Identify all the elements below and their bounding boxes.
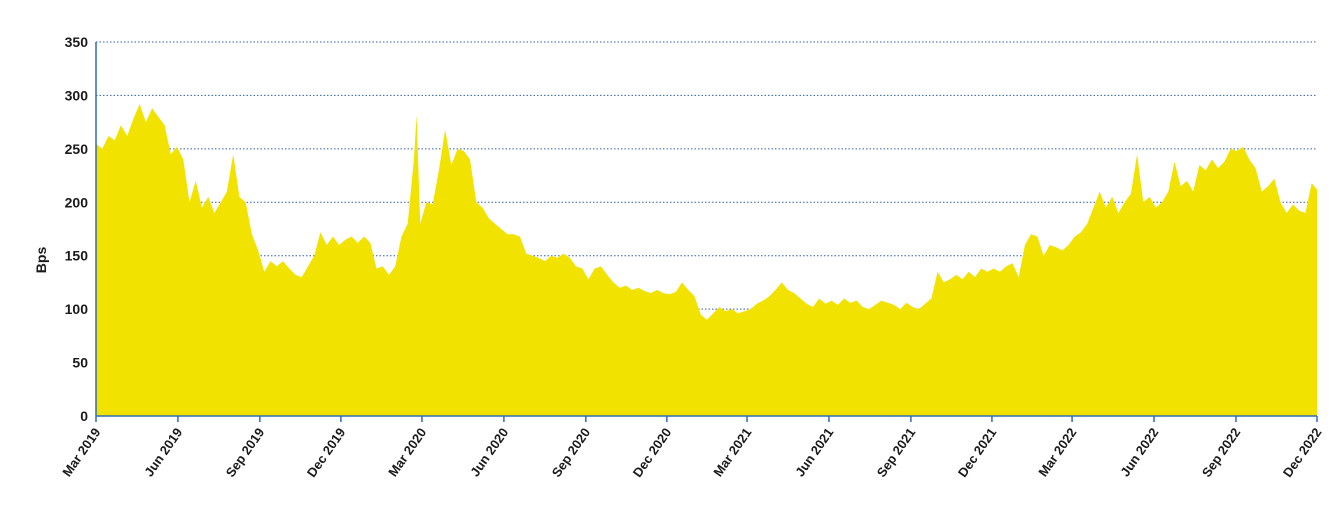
x-tick-label: Dec 2021 (955, 425, 1000, 480)
x-tick-label: Sep 2021 (874, 425, 919, 480)
x-tick-label: Jun 2020 (467, 425, 511, 479)
y-tick-label: 50 (72, 355, 88, 371)
y-tick-label: 350 (65, 34, 89, 50)
y-axis-title: Bps (33, 247, 49, 274)
area-series (96, 104, 1317, 416)
x-tick-labels: Mar 2019 Jun 2019 Sep 2019 Dec 2019 Mar 2020… (59, 425, 1324, 480)
x-tick-label: Dec 2022 (1280, 425, 1325, 480)
x-tick-label: Sep 2020 (549, 425, 594, 480)
x-tick-label: Jun 2022 (1117, 425, 1161, 479)
y-tick-label: 250 (65, 141, 89, 157)
x-tick-label: Mar 2019 (59, 425, 103, 479)
area-fill (96, 104, 1317, 416)
x-tick-label: Mar 2020 (385, 425, 429, 479)
y-tick-label: 0 (80, 408, 88, 424)
x-tick-label: Mar 2021 (710, 425, 754, 479)
x-tick-label: Mar 2022 (1035, 425, 1079, 479)
x-tick-label: Sep 2019 (223, 425, 268, 480)
y-tick-labels: 0 50 100 150 200 250 300 350 (65, 34, 89, 424)
x-tick-label: Jun 2019 (141, 425, 185, 479)
x-tick-label: Jun 2021 (792, 425, 836, 479)
x-tick-label: Dec 2019 (304, 425, 349, 480)
x-tick-label: Dec 2020 (630, 425, 675, 480)
x-tick-label: Sep 2022 (1199, 425, 1244, 480)
y-tick-label: 100 (65, 301, 89, 317)
y-tick-label: 200 (65, 194, 89, 210)
axes (95, 42, 1318, 422)
y-tick-label: 150 (65, 248, 89, 264)
y-tick-label: 300 (65, 87, 89, 103)
